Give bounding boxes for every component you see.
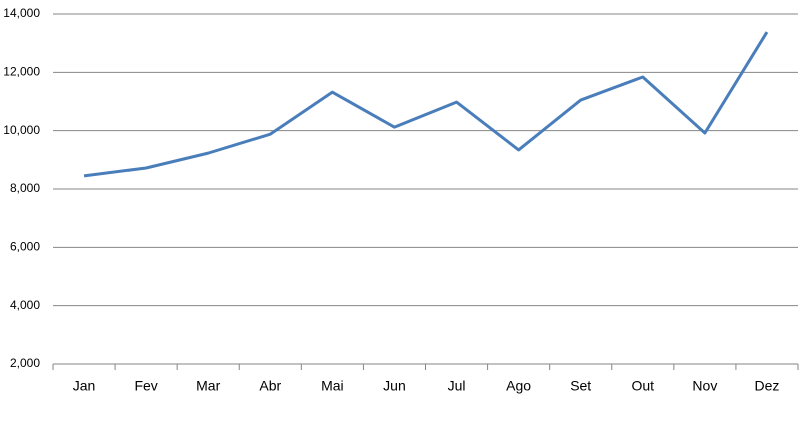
y-tick-label: 8,000	[10, 181, 40, 195]
y-tick-label: 6,000	[10, 240, 40, 254]
x-tick-label: Out	[632, 378, 655, 394]
x-tick-label: Mar	[196, 378, 220, 394]
line	[83, 31, 769, 178]
x-tick-label: Fev	[134, 378, 157, 394]
y-tick-label: 10,000	[3, 123, 40, 137]
x-tick-label: Abr	[259, 378, 281, 394]
x-tick-label: Jun	[383, 378, 406, 394]
x-tick-label: Ago	[506, 378, 531, 394]
y-tick-label: 12,000	[3, 65, 40, 79]
x-tick-label: Set	[570, 378, 591, 394]
x-tick-label: Mai	[321, 378, 344, 394]
x-tick-label: Dez	[755, 378, 780, 394]
y-tick-label: 2,000	[10, 356, 40, 370]
y-tick-label: 14,000	[3, 6, 40, 20]
x-tick-label: Nov	[692, 378, 717, 394]
x-tick-label: Jul	[448, 378, 466, 394]
x-tick-label: Jan	[73, 378, 96, 394]
y-tick-label: 4,000	[10, 298, 40, 312]
